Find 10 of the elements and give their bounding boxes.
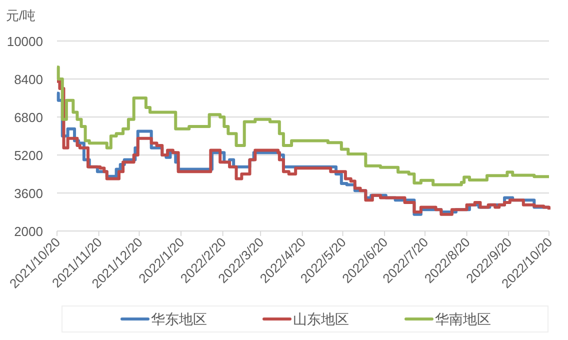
y-tick-label: 8400 [14,72,43,87]
legend-label: 华东地区 [151,311,207,327]
y-tick-label: 3600 [14,186,43,201]
y-tick-label: 2000 [14,224,43,239]
y-tick-label: 5200 [14,148,43,163]
legend-label: 华南地区 [435,311,491,327]
y-axis-title: 元/吨 [6,8,36,23]
legend-label: 山东地区 [293,311,349,327]
y-tick-label: 6800 [14,110,43,125]
y-tick-label: 10000 [6,34,43,49]
